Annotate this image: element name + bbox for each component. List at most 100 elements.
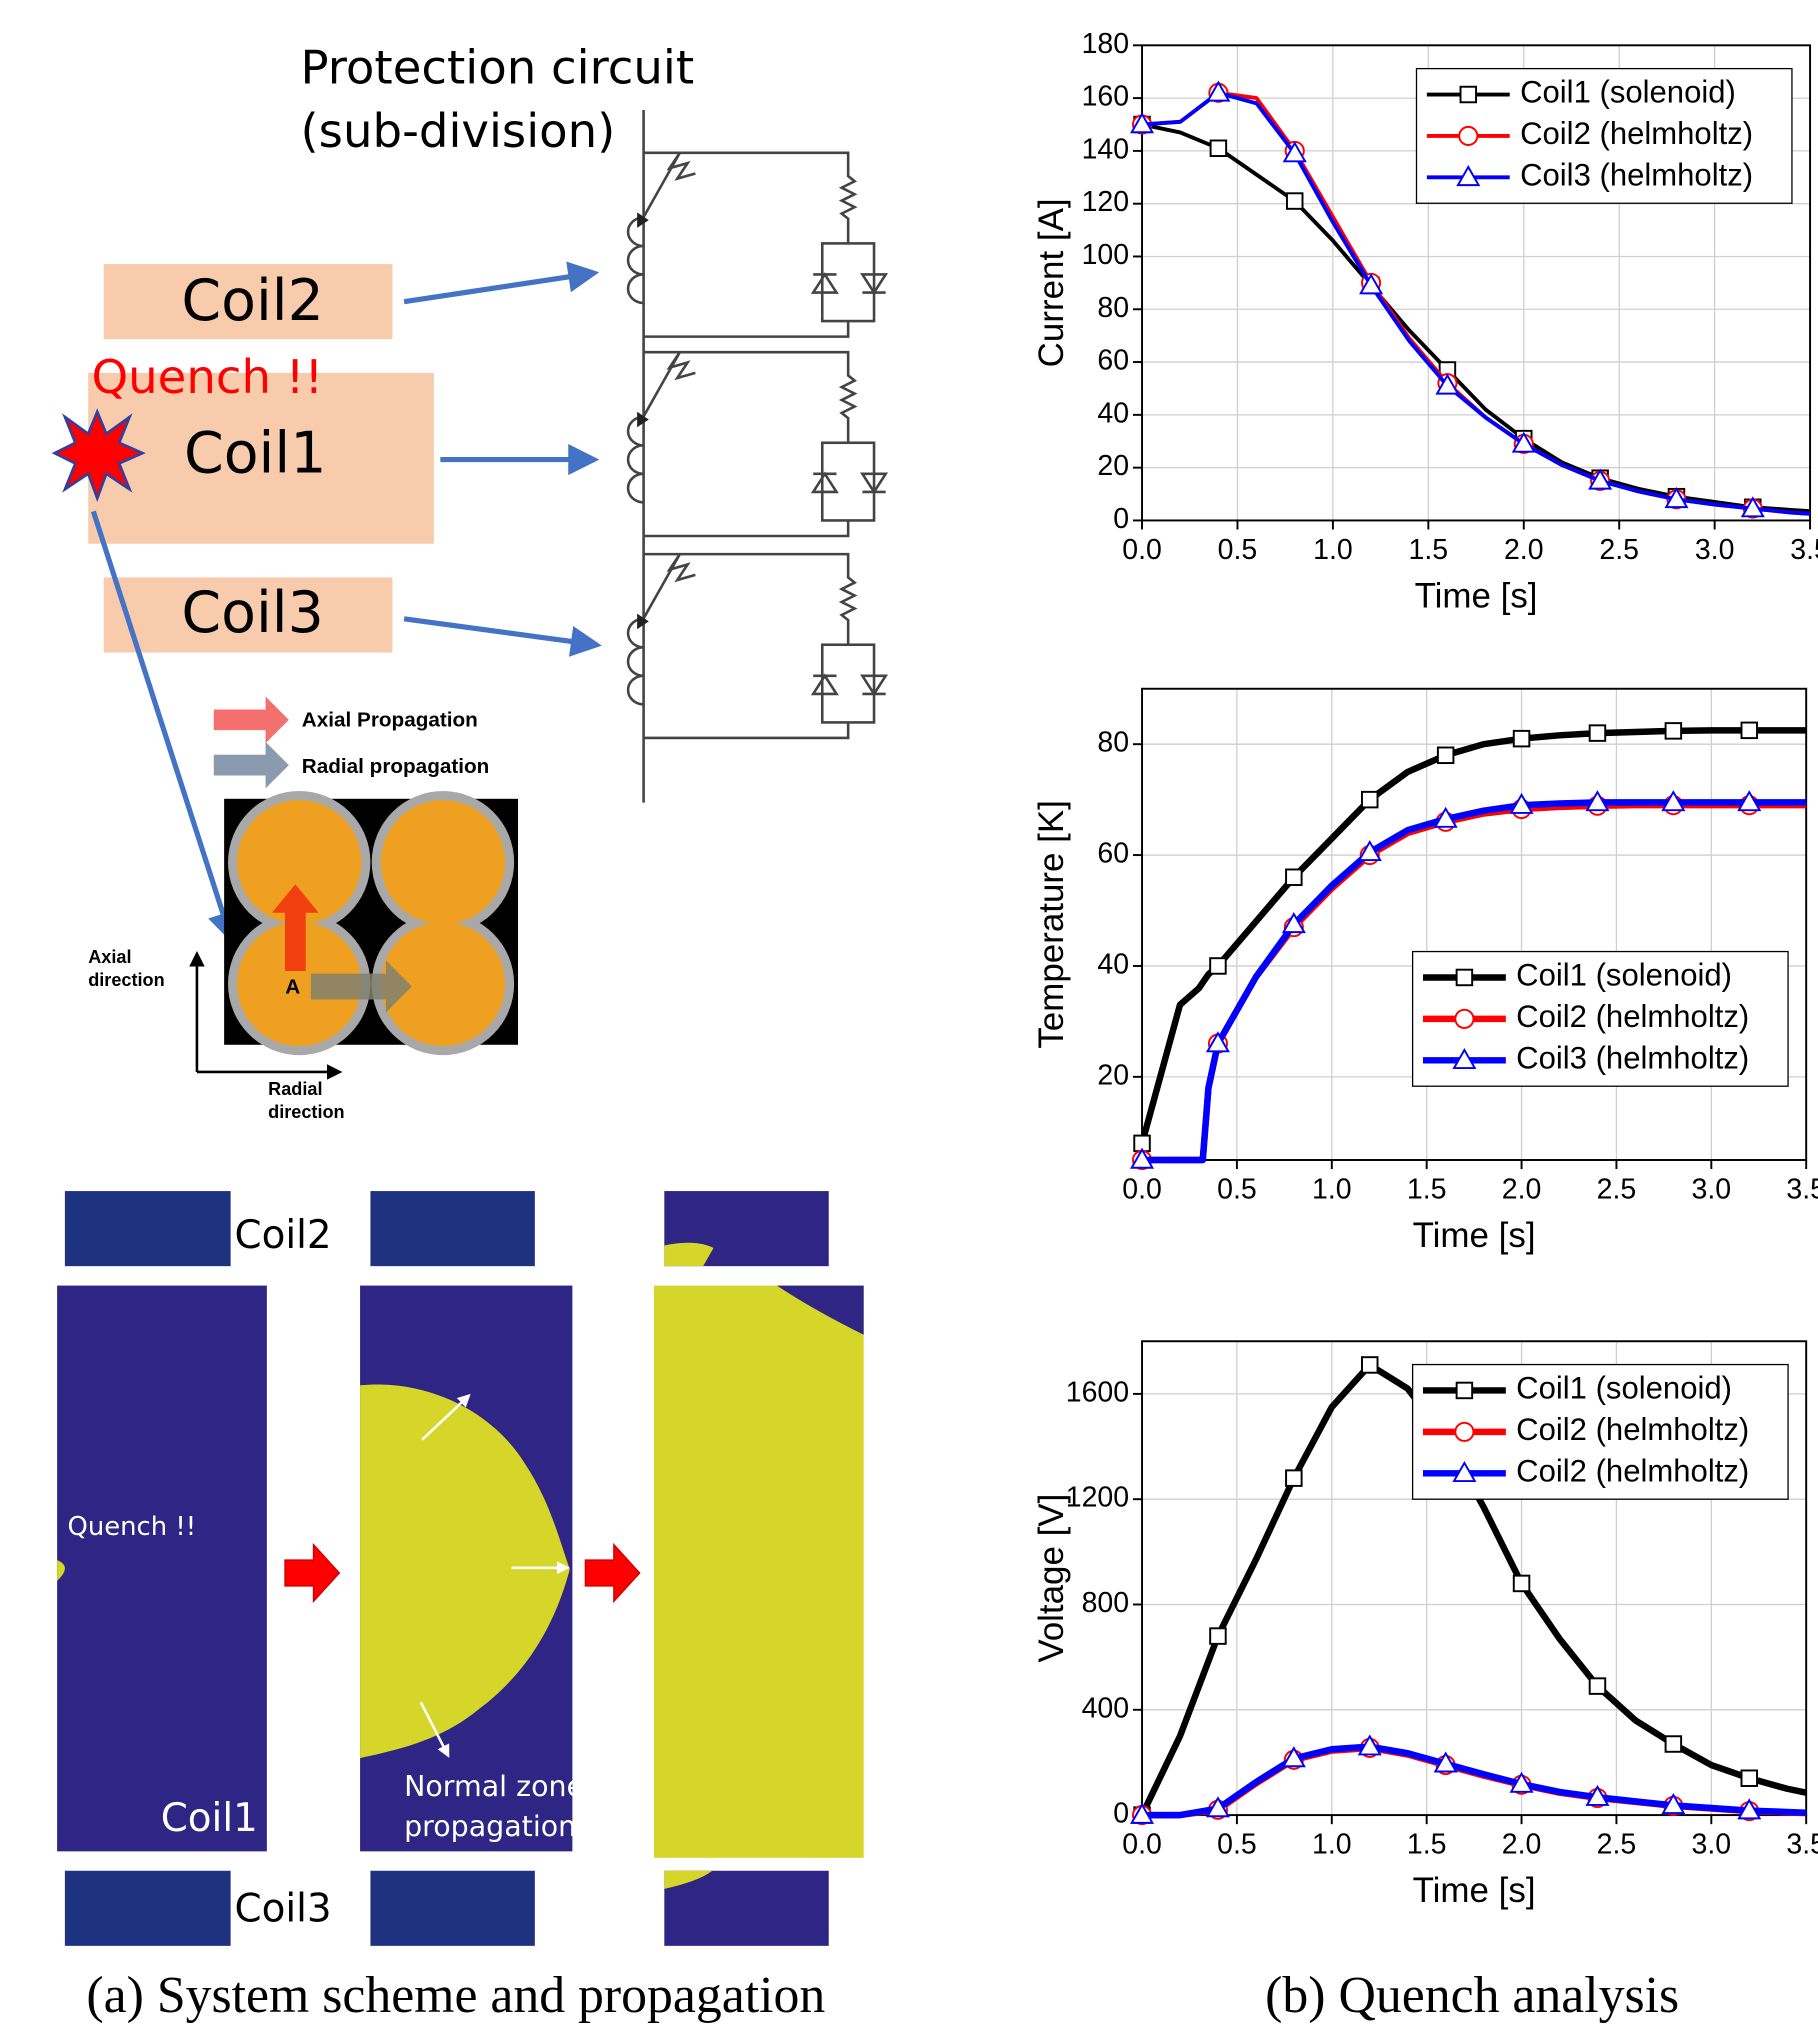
x-tick-label: 2.0 <box>1502 1174 1542 1206</box>
y-axis-title: Temperature [K] <box>1032 800 1071 1049</box>
x-tick-label: 1.5 <box>1409 534 1449 566</box>
x-tick-label: 0.0 <box>1122 534 1162 566</box>
marker <box>1210 958 1226 974</box>
x-tick-label: 3.5 <box>1790 534 1818 566</box>
marker <box>1362 792 1378 808</box>
y-axis-title: Current [A] <box>1032 198 1071 367</box>
marker <box>1286 869 1302 885</box>
y-tick-label: 1200 <box>1066 1482 1129 1514</box>
x-tick-label: 0.5 <box>1218 534 1258 566</box>
circuit-title: Protection circuit <box>301 41 695 95</box>
quench-label: Quench !! <box>91 350 323 404</box>
y-tick-label: 160 <box>1082 81 1130 113</box>
legend-label: Coil2 (helmholtz) <box>1520 116 1753 151</box>
sim-label: Coil1 <box>161 1796 258 1841</box>
marker <box>1457 970 1473 986</box>
marker <box>1455 1423 1473 1441</box>
y-tick-label: 80 <box>1097 727 1129 759</box>
sim-label: Normal zone <box>404 1770 584 1803</box>
x-tick-label: 1.5 <box>1407 1174 1447 1206</box>
coil-label: Coil2 <box>181 268 324 334</box>
marker <box>1287 193 1303 209</box>
key-label: Axial Propagation <box>302 709 478 732</box>
legend-label: Coil3 (helmholtz) <box>1520 158 1753 193</box>
x-axis-title: Time [s] <box>1415 576 1538 615</box>
y-tick-label: 60 <box>1097 838 1129 870</box>
x-tick-label: 3.0 <box>1692 1829 1732 1861</box>
x-tick-label: 0.0 <box>1122 1174 1162 1206</box>
inductor <box>628 417 644 502</box>
inductor-arrow <box>640 352 696 423</box>
x-tick-label: 1.5 <box>1407 1829 1447 1861</box>
x-tick-label: 2.5 <box>1597 1829 1637 1861</box>
marker <box>1514 1576 1530 1592</box>
inductor <box>628 619 644 704</box>
marker <box>1590 725 1606 741</box>
y-tick-label: 120 <box>1082 186 1130 218</box>
x-tick-label: 1.0 <box>1313 534 1353 566</box>
marker <box>1457 1383 1473 1399</box>
sim-label: Coil3 <box>234 1886 331 1931</box>
x-tick-label: 3.5 <box>1786 1829 1818 1861</box>
marker <box>1590 1678 1606 1694</box>
legend-label: Coil1 (solenoid) <box>1520 75 1736 110</box>
y-tick-label: 20 <box>1097 1059 1129 1091</box>
caption: (b) Quench analysis <box>1265 1967 1679 2024</box>
x-tick-label: 1.0 <box>1312 1174 1352 1206</box>
x-tick-label: 3.0 <box>1695 534 1735 566</box>
x-tick-label: 3.5 <box>1786 1174 1818 1206</box>
figure: Protection circuit (sub-division) Coil2 … <box>0 0 1818 2030</box>
y-tick-label: 400 <box>1082 1692 1130 1724</box>
sim-label: propagation <box>404 1810 576 1843</box>
coil-label: Coil1 <box>184 421 327 487</box>
legend-label: Coil2 (helmholtz) <box>1516 1454 1749 1489</box>
y-tick-label: 60 <box>1097 345 1129 377</box>
key-label: Radial propagation <box>302 755 490 778</box>
plot-frame <box>1142 689 1806 1160</box>
x-tick-label: 2.5 <box>1599 534 1639 566</box>
protection-circuit <box>628 110 886 803</box>
x-tick-label: 2.0 <box>1502 1829 1542 1861</box>
radial-arrow-key <box>214 742 289 789</box>
marker <box>1210 1628 1226 1644</box>
y-tick-label: 100 <box>1082 239 1130 271</box>
x-tick-label: 0.5 <box>1217 1174 1257 1206</box>
x-tick-label: 0.0 <box>1122 1829 1162 1861</box>
legend-label: Coil3 (helmholtz) <box>1516 1041 1749 1076</box>
y-tick-label: 800 <box>1082 1587 1130 1619</box>
caption: (a) System scheme and propagation <box>86 1967 825 2024</box>
y-tick-label: 20 <box>1097 450 1129 482</box>
marker <box>1362 1357 1378 1373</box>
inductor-arrow <box>640 554 696 625</box>
y-tick-label: 80 <box>1097 292 1129 324</box>
marker <box>1455 1010 1473 1028</box>
y-tick-label: 1600 <box>1066 1376 1129 1408</box>
series-line <box>1142 1747 1806 1815</box>
axis-label: Axial <box>88 947 131 967</box>
marker <box>1514 731 1530 747</box>
legend-label: Coil1 (solenoid) <box>1516 958 1732 993</box>
marker <box>1459 127 1477 145</box>
y-axis-title: Voltage [V] <box>1032 1494 1071 1663</box>
circuit-title: (sub-division) <box>301 104 616 158</box>
x-tick-label: 3.0 <box>1692 1174 1732 1206</box>
axial-arrow-key <box>214 697 289 744</box>
x-tick-label: 0.5 <box>1217 1829 1257 1861</box>
marker <box>1211 140 1227 156</box>
y-tick-label: 40 <box>1097 948 1129 980</box>
y-tick-label: 180 <box>1082 28 1130 60</box>
x-tick-label: 2.5 <box>1597 1174 1637 1206</box>
axis-label: Radial <box>268 1079 322 1099</box>
marker <box>1666 1736 1682 1752</box>
axis-label: direction <box>268 1102 344 1122</box>
y-tick-label: 140 <box>1082 133 1130 165</box>
inductor <box>628 218 644 303</box>
sim-label: Coil2 <box>234 1213 331 1258</box>
x-tick-label: 1.0 <box>1312 1829 1352 1861</box>
y-tick-label: 0 <box>1113 503 1129 535</box>
legend-label: Coil2 (helmholtz) <box>1516 1412 1749 1447</box>
point-label: A <box>285 975 300 998</box>
page: Protection circuit (sub-division) Coil2 … <box>0 0 1818 2030</box>
y-tick-label: 40 <box>1097 397 1129 429</box>
legend-label: Coil2 (helmholtz) <box>1516 999 1749 1034</box>
